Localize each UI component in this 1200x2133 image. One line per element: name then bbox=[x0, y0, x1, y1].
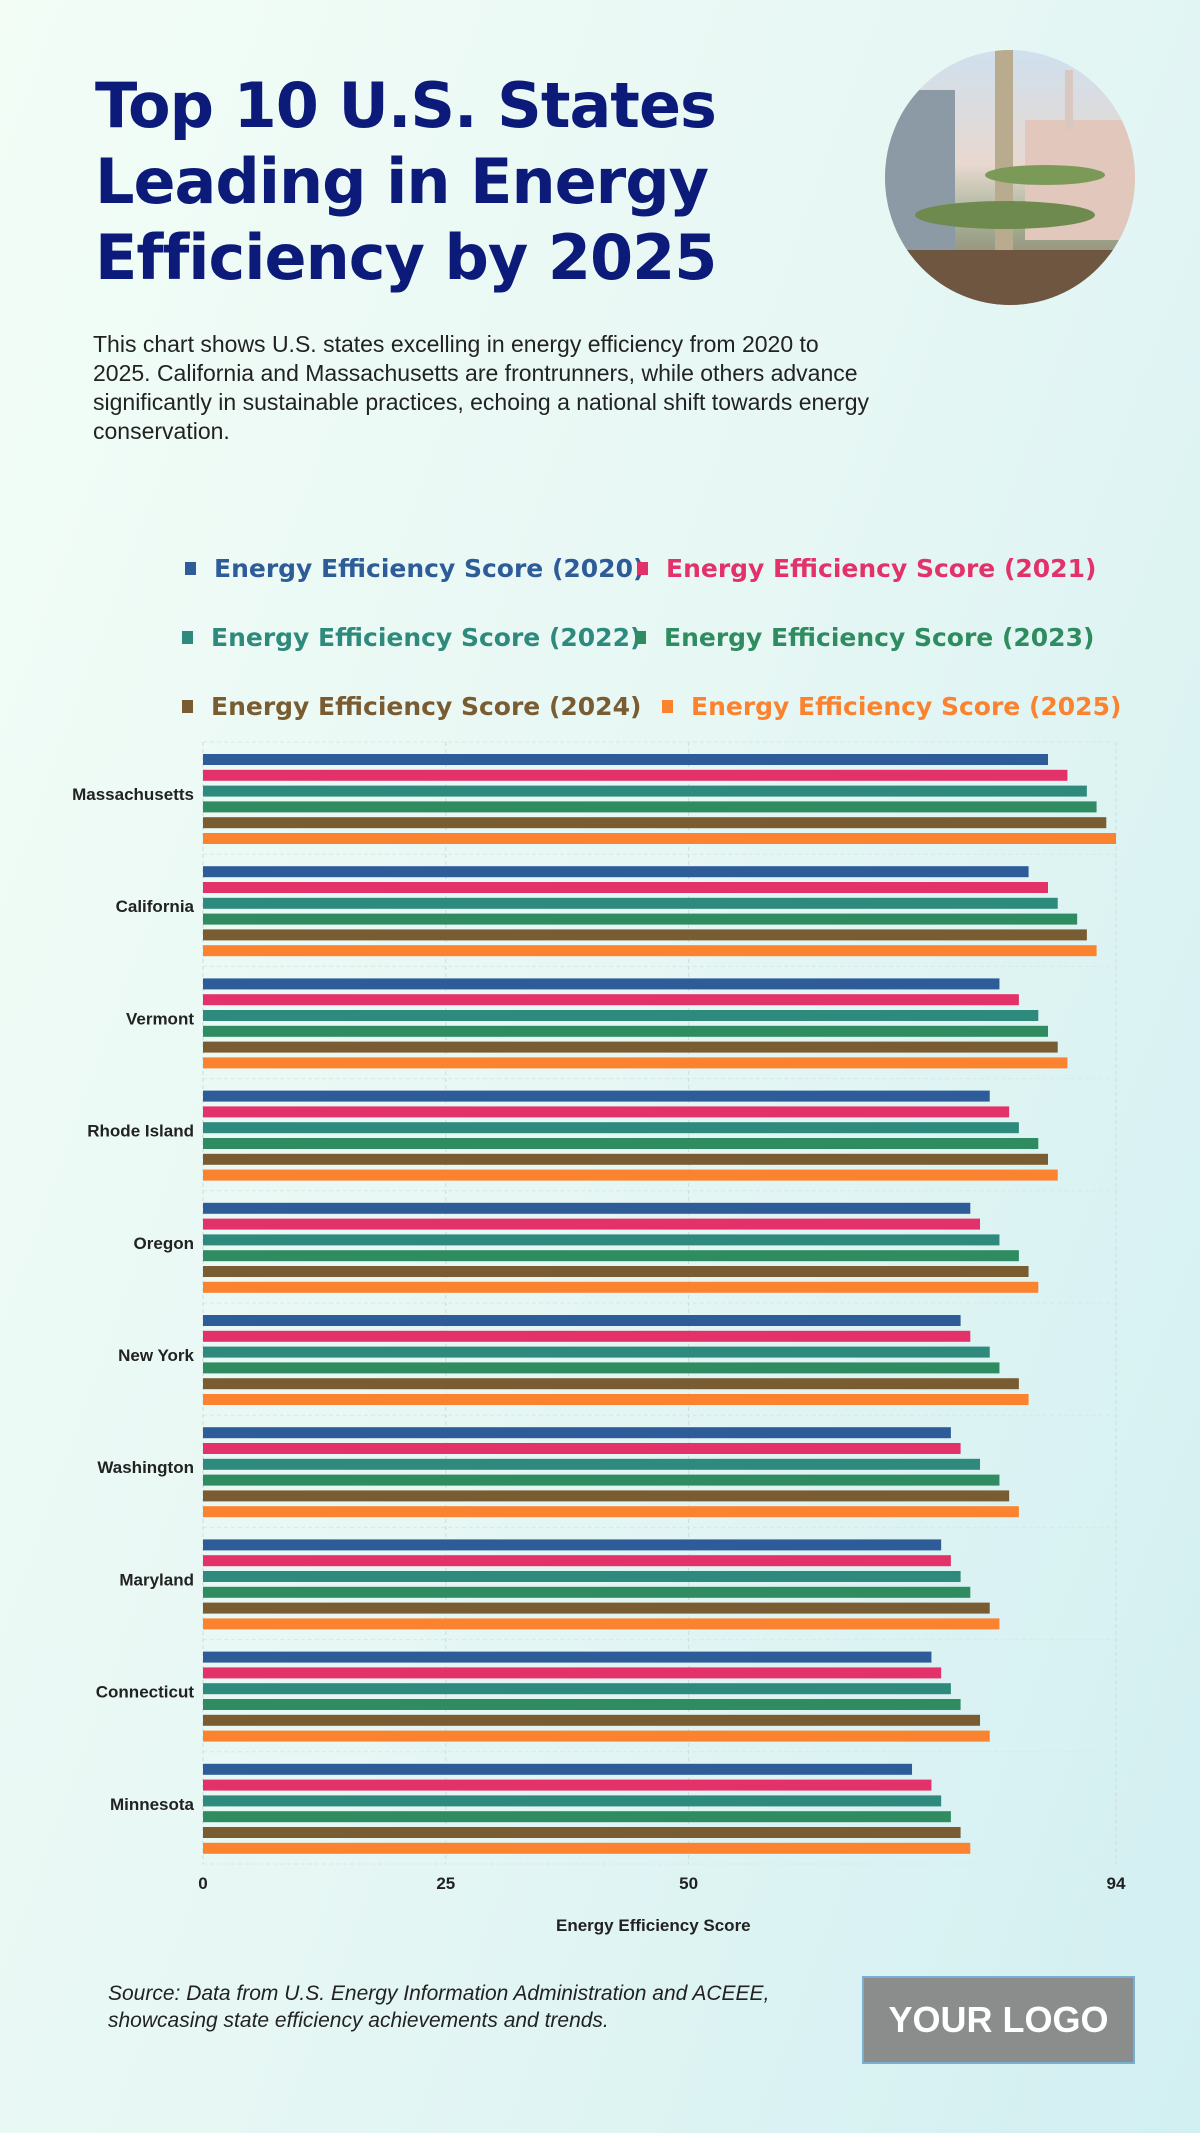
bar bbox=[203, 1266, 1029, 1277]
bar bbox=[203, 1490, 1010, 1502]
bar bbox=[203, 1555, 951, 1567]
bar bbox=[203, 1474, 1000, 1486]
bar bbox=[203, 1683, 951, 1695]
legend-swatch bbox=[182, 631, 193, 644]
bar bbox=[203, 994, 1019, 1006]
bar bbox=[203, 1779, 932, 1791]
bar bbox=[203, 978, 1000, 990]
category-label: California bbox=[116, 897, 195, 916]
legend-label: Energy Efficiency Score (2023) bbox=[664, 623, 1095, 652]
legend-label: Energy Efficiency Score (2020) bbox=[214, 554, 645, 583]
bar bbox=[203, 1699, 961, 1710]
bar bbox=[203, 1250, 1019, 1262]
bar bbox=[203, 769, 1068, 781]
bar bbox=[203, 1586, 971, 1598]
bar bbox=[203, 1571, 961, 1582]
bar bbox=[203, 1315, 961, 1326]
bar bbox=[203, 1427, 951, 1439]
page-title: Top 10 U.S. States Leading in Energy Eff… bbox=[95, 69, 717, 294]
bar bbox=[203, 1346, 990, 1358]
bar bbox=[203, 945, 1097, 957]
bar bbox=[203, 1202, 971, 1214]
bar bbox=[203, 1378, 1019, 1390]
bar bbox=[203, 1138, 1039, 1149]
bar bbox=[203, 1458, 981, 1470]
bar bbox=[203, 1714, 981, 1726]
bar bbox=[203, 1106, 1010, 1118]
bar bbox=[203, 866, 1029, 878]
legend-item[interactable]: Energy Efficiency Score (2024) bbox=[182, 692, 641, 721]
x-axis-title: Energy Efficiency Score bbox=[556, 1916, 751, 1935]
bar bbox=[203, 833, 1116, 844]
bar bbox=[203, 1234, 1000, 1246]
category-label: Minnesota bbox=[110, 1795, 195, 1814]
bar bbox=[203, 1651, 932, 1663]
bar bbox=[203, 1667, 942, 1679]
bar bbox=[203, 1539, 942, 1551]
bar bbox=[203, 1025, 1049, 1037]
legend-item[interactable]: Energy Efficiency Score (2021) bbox=[637, 554, 1096, 583]
legend-label: Energy Efficiency Score (2024) bbox=[211, 692, 642, 721]
bar bbox=[203, 1057, 1068, 1069]
category-label: Washington bbox=[97, 1458, 194, 1477]
bar bbox=[203, 817, 1107, 829]
bar bbox=[203, 1090, 990, 1102]
legend-swatch bbox=[182, 700, 193, 713]
bar bbox=[203, 1041, 1058, 1053]
category-label: New York bbox=[118, 1346, 194, 1365]
legend-swatch bbox=[635, 631, 646, 644]
bar bbox=[203, 1506, 1019, 1518]
bar bbox=[203, 1602, 990, 1614]
bar bbox=[203, 1730, 990, 1742]
legend-item[interactable]: Energy Efficiency Score (2022) bbox=[182, 623, 641, 652]
category-label: Connecticut bbox=[96, 1683, 195, 1702]
bar bbox=[203, 1443, 961, 1454]
bar bbox=[203, 929, 1087, 941]
category-label: Vermont bbox=[126, 1009, 194, 1028]
category-label: Massachusetts bbox=[72, 785, 194, 804]
legend-item[interactable]: Energy Efficiency Score (2020) bbox=[185, 554, 644, 583]
bar bbox=[203, 754, 1049, 765]
bar bbox=[203, 913, 1078, 925]
legend-item[interactable]: Energy Efficiency Score (2023) bbox=[635, 623, 1094, 652]
bar bbox=[203, 1218, 981, 1230]
category-label: Oregon bbox=[134, 1234, 194, 1253]
x-tick-label: 94 bbox=[1107, 1874, 1126, 1893]
legend-item[interactable]: Energy Efficiency Score (2025) bbox=[662, 692, 1121, 721]
bar bbox=[203, 785, 1087, 797]
bar bbox=[203, 1169, 1058, 1181]
bar bbox=[203, 1842, 971, 1854]
legend-swatch bbox=[185, 562, 196, 575]
bar bbox=[203, 1122, 1019, 1134]
legend-label: Energy Efficiency Score (2021) bbox=[666, 554, 1097, 583]
source-note: Source: Data from U.S. Energy Informatio… bbox=[108, 1982, 770, 2032]
description: This chart shows U.S. states excelling i… bbox=[93, 331, 870, 444]
legend-swatch bbox=[637, 562, 648, 575]
x-tick-label: 50 bbox=[679, 1874, 698, 1893]
bar bbox=[203, 1811, 951, 1823]
bar bbox=[203, 1763, 913, 1775]
bar bbox=[203, 897, 1058, 909]
bar bbox=[203, 1010, 1039, 1021]
bar bbox=[203, 1281, 1039, 1293]
bar bbox=[203, 1394, 1029, 1405]
legend-swatch bbox=[662, 700, 673, 713]
bar bbox=[203, 1362, 1000, 1374]
bar bbox=[203, 1827, 961, 1838]
legend-label: Energy Efficiency Score (2022) bbox=[211, 623, 642, 652]
bar bbox=[203, 1153, 1049, 1165]
x-tick-label: 25 bbox=[436, 1874, 455, 1893]
bar bbox=[203, 882, 1049, 893]
bar bbox=[203, 1618, 1000, 1630]
legend-label: Energy Efficiency Score (2025) bbox=[691, 692, 1122, 721]
bar bbox=[203, 1795, 942, 1807]
bar bbox=[203, 801, 1097, 813]
bar bbox=[203, 1330, 971, 1342]
category-label: Maryland bbox=[119, 1570, 194, 1589]
x-tick-label: 0 bbox=[198, 1874, 207, 1893]
logo-placeholder: YOUR LOGO bbox=[862, 1976, 1135, 2064]
category-label: Rhode Island bbox=[87, 1122, 194, 1141]
